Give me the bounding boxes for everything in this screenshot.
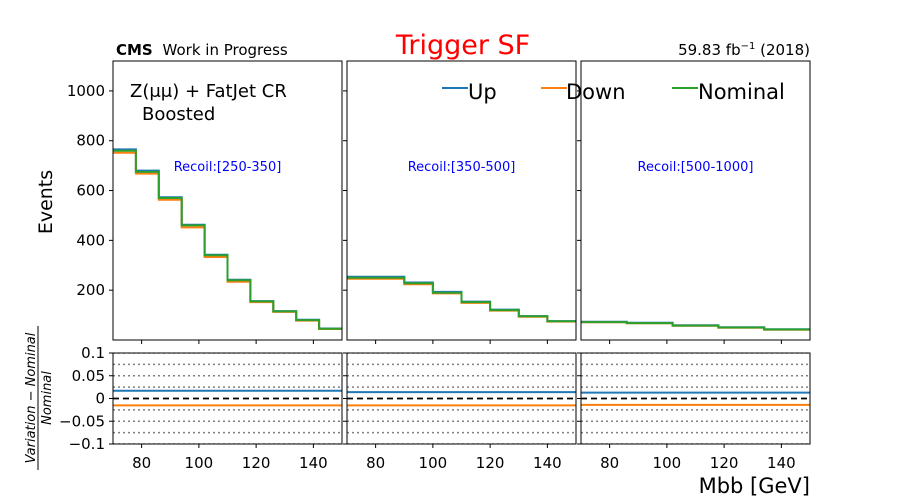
series-line-nominal [581,321,810,331]
recoil-label: Recoil:[500-1000] [638,160,754,175]
figure-title: Trigger SF [395,30,530,61]
series-line-nominal [347,276,576,323]
x-tick-label: 100 [185,454,214,472]
lumi-year: (2018) [755,41,810,59]
y-tick-label: 200 [76,281,105,299]
main-panel-frame [580,60,811,341]
region-label-line2: Boosted [142,104,215,125]
y-tick-label: 600 [76,182,105,200]
legend-label-down: Down [566,80,626,104]
x-tick-label: 120 [710,454,739,472]
series-line-nominal [113,149,342,330]
series-line-down [113,151,342,330]
x-tick-label: 140 [299,454,328,472]
x-tick-label: 140 [533,454,562,472]
x-tick-label: 140 [767,454,796,472]
panel-3: Recoil:[500-1000] 80 100 120 140 [577,60,811,472]
ratio-group [581,353,810,444]
legend-label-nominal: Nominal [698,80,785,104]
x-axis-label: Mbb [GeV] [699,474,810,498]
series-line-up [113,148,342,330]
y-tick-label: 800 [76,132,105,150]
ratio-y-label-denominator: Nominal [40,371,55,425]
recoil-label: Recoil:[350-500] [408,160,516,175]
histogram-group [113,148,342,330]
ratio-y-tick-label: 0 [95,390,105,408]
legend-label-up: Up [468,80,497,104]
region-label-line1: Z(μμ) + FatJet CR [130,81,287,102]
x-tick-label: 80 [600,454,619,472]
legend: Up Down Nominal [442,80,785,104]
x-tick-label: 100 [419,454,448,472]
panel-2: Recoil:[350-500] 80 100 120 140 [343,60,577,472]
histogram-group [581,320,810,331]
y-axis-label: Events [35,170,57,234]
x-tick-label: 80 [366,454,385,472]
cms-label: CMS Work in Progress [116,41,288,59]
histogram-group [347,275,576,323]
main-panel-frame [346,60,577,341]
ratio-y-tick-label: 0.1 [81,344,105,362]
panel-1: Recoil:[250-350] 80 100 120 140 200 400 600 800 1… [59,60,343,472]
cms-experiment: CMS [116,41,153,59]
ratio-y-axis-label: Variation − Nominal Nominal [24,326,55,470]
main-panel-frame [112,60,343,341]
y-tick-label: 1000 [67,82,105,100]
x-tick-label: 120 [476,454,505,472]
cms-status: Work in Progress [163,41,288,59]
ratio-y-label-numerator: Variation − Nominal [24,332,39,463]
ratio-y-tick-label: 0.05 [72,367,105,385]
recoil-label: Recoil:[250-350] [174,160,282,175]
ratio-group [347,353,576,444]
lumi-value: 59.83 fb [678,41,741,59]
x-tick-label: 100 [653,454,682,472]
lumi-label: 59.83 fb−1 (2018) [678,41,810,59]
x-tick-label: 120 [242,454,271,472]
ratio-group [113,353,342,444]
ratio-y-tick-label: −0.05 [59,412,105,430]
x-tick-label: 80 [132,454,151,472]
ratio-y-tick-label: −0.1 [69,435,105,453]
y-tick-label: 400 [76,231,105,249]
lumi-exponent: −1 [741,41,756,52]
